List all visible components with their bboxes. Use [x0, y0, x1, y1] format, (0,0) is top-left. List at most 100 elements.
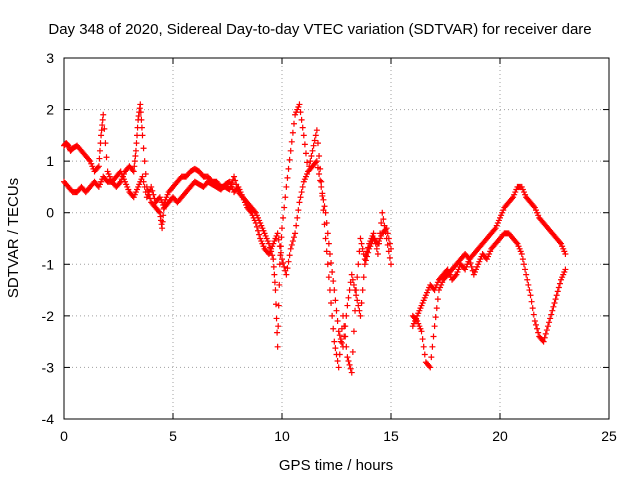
- data-point: [373, 245, 380, 252]
- y-tick-label: -1: [42, 256, 55, 272]
- data-point: [318, 183, 325, 190]
- data-point: [116, 180, 123, 187]
- data-point: [312, 159, 319, 166]
- data-point: [466, 256, 473, 263]
- data-point: [543, 327, 550, 334]
- data-point: [289, 129, 296, 136]
- data-point: [418, 328, 425, 335]
- data-point: [275, 302, 282, 309]
- data-point: [331, 338, 338, 345]
- data-point: [284, 174, 291, 181]
- data-point: [341, 333, 348, 340]
- data-point: [348, 271, 355, 278]
- y-tick-label: -3: [42, 359, 55, 375]
- data-point: [280, 259, 287, 266]
- data-point: [279, 256, 285, 263]
- data-point: [419, 336, 426, 343]
- data-point: [349, 276, 356, 283]
- data-point: [129, 167, 136, 174]
- data-point: [101, 125, 108, 132]
- data-point: [323, 248, 330, 255]
- data-point: [352, 287, 359, 294]
- data-point: [323, 220, 330, 227]
- data-point: [281, 263, 288, 270]
- data-point: [340, 343, 347, 350]
- data-point: [150, 191, 157, 198]
- y-tick-label: 0: [46, 205, 54, 221]
- data-point: [288, 241, 295, 248]
- data-point: [296, 101, 303, 108]
- data-point: [562, 250, 569, 257]
- data-point: [86, 156, 93, 163]
- data-point: [311, 137, 318, 144]
- data-point: [255, 227, 262, 234]
- data-point: [353, 292, 360, 299]
- data-point: [310, 142, 317, 149]
- x-tick-label: 5: [169, 428, 177, 444]
- data-point: [524, 276, 531, 283]
- data-point: [357, 235, 364, 242]
- data-point: [362, 257, 369, 264]
- data-point: [334, 318, 341, 325]
- data-point: [519, 256, 526, 263]
- data-point: [132, 152, 139, 159]
- data-point: [289, 238, 296, 245]
- data-point: [298, 189, 305, 196]
- data-point: [138, 116, 145, 123]
- data-point: [364, 253, 371, 260]
- data-point: [272, 287, 279, 294]
- data-point: [356, 307, 363, 314]
- data-point: [275, 323, 282, 330]
- data-point: [358, 299, 365, 306]
- data-point: [345, 357, 352, 364]
- data-point: [281, 204, 288, 211]
- x-tick-label: 25: [601, 428, 617, 444]
- data-point: [427, 364, 434, 371]
- data-point: [431, 323, 438, 330]
- data-point: [316, 171, 323, 178]
- data-point: [275, 236, 282, 243]
- data-point: [99, 122, 106, 129]
- data-point: [149, 187, 156, 194]
- data-point: [285, 165, 292, 172]
- data-point: [321, 203, 328, 210]
- data-point: [337, 336, 344, 343]
- data-point: [271, 271, 278, 278]
- data-point: [295, 207, 302, 214]
- data-point: [330, 325, 337, 332]
- data-point: [556, 239, 563, 246]
- data-point: [287, 245, 294, 252]
- data-point: [231, 173, 238, 180]
- data-point: [288, 138, 295, 145]
- data-point: [383, 225, 390, 232]
- data-point: [292, 230, 299, 237]
- data-point: [319, 190, 326, 197]
- data-point: [314, 140, 321, 147]
- y-tick-label: -4: [42, 411, 55, 427]
- data-point: [420, 343, 427, 350]
- data-point: [98, 127, 105, 134]
- data-point: [529, 305, 536, 312]
- data-point: [357, 312, 364, 319]
- data-point: [285, 258, 292, 265]
- data-point: [348, 369, 355, 376]
- data-point: [299, 183, 306, 190]
- data-point: [328, 259, 335, 266]
- data-point: [522, 266, 529, 273]
- data-point: [318, 178, 325, 185]
- data-point: [334, 357, 341, 364]
- data-point: [344, 354, 351, 361]
- data-point: [532, 321, 539, 328]
- data-point: [384, 230, 391, 237]
- data-point: [297, 194, 304, 201]
- data-point: [133, 140, 140, 147]
- data-point: [256, 231, 263, 238]
- data-point: [534, 325, 541, 332]
- data-point: [562, 266, 569, 273]
- data-point: [421, 351, 428, 358]
- x-tick-labels: 0 5 10 15 20 25: [60, 428, 617, 444]
- data-points: [61, 101, 569, 376]
- data-point: [286, 156, 293, 163]
- data-point: [280, 214, 287, 221]
- data-point: [335, 328, 342, 335]
